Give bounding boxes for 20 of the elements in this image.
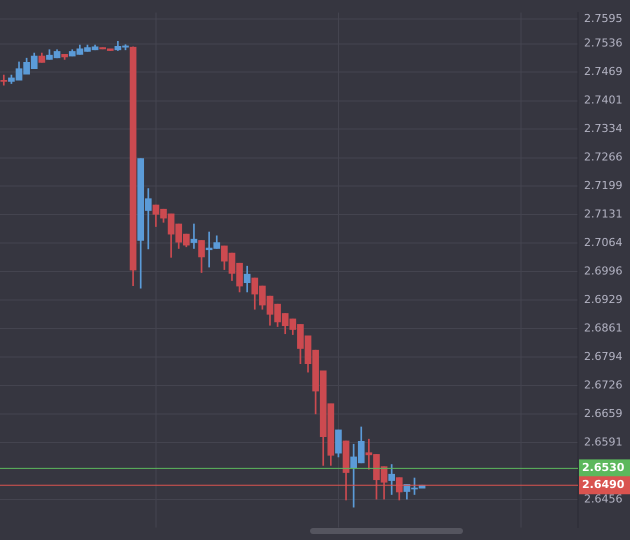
ref-line-label: 2.6490 bbox=[582, 478, 625, 492]
y-tick-label: 2.6794 bbox=[584, 350, 622, 363]
y-tick-label: 2.7064 bbox=[584, 236, 622, 249]
y-tick-label: 2.7266 bbox=[584, 150, 622, 164]
y-tick-label: 2.7469 bbox=[584, 64, 622, 78]
y-tick-label: 2.6456 bbox=[584, 492, 622, 506]
y-tick-label: 2.6591 bbox=[584, 435, 622, 448]
y-tick-label: 2.7595 bbox=[584, 12, 622, 25]
y-tick-label: 2.7401 bbox=[584, 94, 622, 107]
y-tick-label: 2.7131 bbox=[584, 208, 622, 221]
y-tick-label: 2.6996 bbox=[584, 264, 622, 278]
y-tick-label: 2.6726 bbox=[584, 378, 622, 392]
y-tick-label: 2.7536 bbox=[584, 36, 622, 50]
y-tick-label: 2.6929 bbox=[584, 292, 622, 306]
y-tick-label: 2.7334 bbox=[584, 122, 622, 135]
candlestick bbox=[190, 224, 198, 249]
y-tick-label: 2.6659 bbox=[584, 406, 622, 420]
y-tick-label: 2.7199 bbox=[584, 178, 622, 192]
y-tick-label: 2.6861 bbox=[584, 322, 622, 335]
ref-line-label: 2.6530 bbox=[582, 461, 625, 474]
